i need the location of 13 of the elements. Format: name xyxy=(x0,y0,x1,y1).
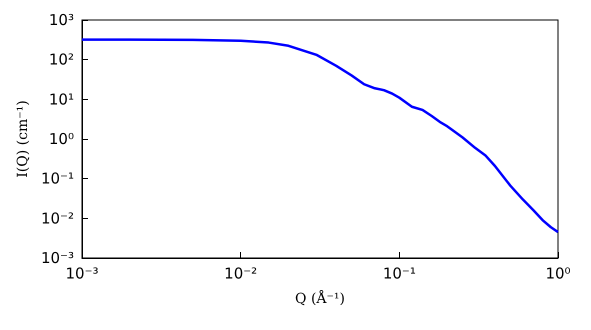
y-tick-label: 10⁰ xyxy=(48,130,74,148)
y-tick-label: 10³ xyxy=(48,11,74,29)
x-tick-label: 10⁻¹ xyxy=(382,264,416,282)
x-tick-label: 10⁻³ xyxy=(65,264,99,282)
y-tick-label: 10² xyxy=(48,50,74,69)
x-axis-title: Q (Å⁻¹) xyxy=(295,290,345,307)
y-tick-label: 10⁻² xyxy=(40,209,74,228)
y-tick-label: 10⁻¹ xyxy=(40,170,74,188)
y-axis-title: I(Q) (cm⁻¹) xyxy=(15,100,32,178)
x-tick-label: 10⁻² xyxy=(224,264,258,282)
y-tick-label: 10¹ xyxy=(48,90,74,108)
x-tick-label: 10⁰ xyxy=(545,264,571,282)
y-tick-label: 10⁻³ xyxy=(40,249,74,267)
